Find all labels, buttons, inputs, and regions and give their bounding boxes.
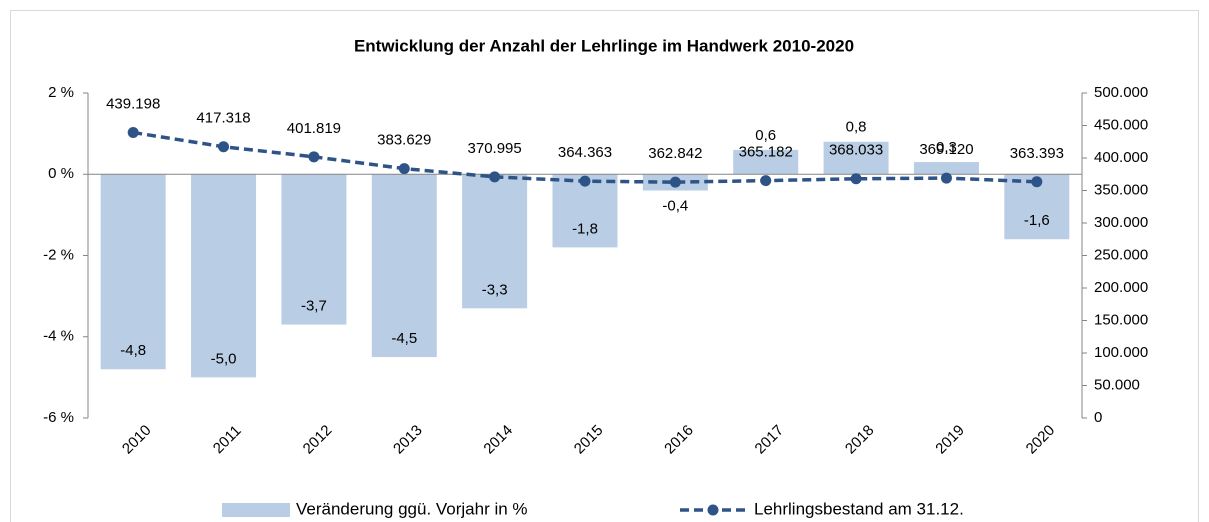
bar bbox=[823, 141, 889, 175]
bar-value-label: -5,0 bbox=[211, 350, 237, 367]
y2-tick-label: 300.000 bbox=[1094, 214, 1148, 231]
x-tick-label: 2014 bbox=[480, 422, 516, 458]
bar bbox=[733, 149, 799, 175]
line-marker bbox=[940, 172, 952, 184]
bar-value-label: 0,3 bbox=[936, 139, 957, 156]
y2-tick-label: 350.000 bbox=[1094, 181, 1148, 198]
y-tick-label: -6 % bbox=[43, 409, 74, 426]
x-tick-label: 2017 bbox=[752, 422, 788, 458]
line-value-label: 365.182 bbox=[739, 144, 793, 161]
x-tick-label: 2010 bbox=[119, 422, 155, 458]
x-tick-label: 2019 bbox=[932, 422, 968, 458]
y2-tick-label: 100.000 bbox=[1094, 344, 1148, 361]
line-value-label: 369.120 bbox=[919, 141, 973, 158]
legend-label: Veränderung ggü. Vorjahr in % bbox=[296, 499, 528, 518]
line-marker bbox=[850, 173, 862, 185]
bar bbox=[462, 174, 528, 309]
y2-tick-label: 400.000 bbox=[1094, 149, 1148, 166]
x-tick-label: 2012 bbox=[300, 422, 336, 458]
bar-value-label: 0,8 bbox=[846, 119, 867, 136]
line-marker bbox=[760, 175, 772, 187]
bar bbox=[371, 174, 437, 358]
bar-value-label: -0,4 bbox=[662, 197, 688, 214]
line-marker bbox=[489, 171, 501, 183]
line-value-label: 401.819 bbox=[287, 120, 341, 137]
y-tick-label: -4 % bbox=[43, 328, 74, 345]
bar bbox=[191, 174, 257, 378]
line-marker bbox=[398, 163, 410, 175]
bar bbox=[100, 174, 166, 370]
y2-tick-label: 50.000 bbox=[1094, 376, 1140, 393]
line-marker bbox=[1031, 176, 1043, 188]
y2-tick-label: 500.000 bbox=[1094, 84, 1148, 101]
line-value-label: 362.842 bbox=[648, 145, 702, 162]
bar bbox=[913, 162, 979, 175]
x-tick-label: 2011 bbox=[210, 422, 245, 457]
bar-value-label: -3,7 bbox=[301, 298, 327, 315]
line-marker bbox=[579, 175, 591, 187]
y2-tick-label: 200.000 bbox=[1094, 279, 1148, 296]
chart-title: Entwicklung der Anzahl der Lehrlinge im … bbox=[354, 36, 854, 55]
x-tick-label: 2013 bbox=[390, 422, 426, 458]
legend-label: Lehrlingsbestand am 31.12. bbox=[754, 499, 964, 518]
line-value-label: 383.629 bbox=[377, 132, 431, 149]
y-tick-label: -2 % bbox=[43, 246, 74, 263]
bar-value-label: -3,3 bbox=[482, 281, 508, 298]
bar-value-label: -1,6 bbox=[1024, 212, 1050, 229]
line-value-label: 439.198 bbox=[106, 95, 160, 112]
chart-frame bbox=[10, 10, 1199, 522]
bar-value-label: 0,6 bbox=[755, 127, 776, 144]
line-marker bbox=[218, 141, 230, 153]
line-marker bbox=[308, 151, 320, 163]
line-value-label: 368.033 bbox=[829, 142, 883, 159]
line-value-label: 363.393 bbox=[1010, 145, 1064, 162]
x-tick-label: 2015 bbox=[571, 422, 607, 458]
y2-tick-label: 450.000 bbox=[1094, 116, 1148, 133]
y-tick-label: 0 % bbox=[48, 165, 74, 182]
x-tick-label: 2018 bbox=[842, 422, 878, 458]
bar bbox=[281, 174, 347, 325]
line-marker bbox=[669, 176, 681, 188]
bar-value-label: -1,8 bbox=[572, 220, 598, 237]
bar-value-label: -4,8 bbox=[120, 342, 146, 359]
line-value-label: 364.363 bbox=[558, 144, 612, 161]
legend-marker bbox=[707, 504, 719, 516]
y2-tick-label: 0 bbox=[1094, 409, 1102, 426]
y2-tick-label: 150.000 bbox=[1094, 311, 1148, 328]
y-tick-label: 2 % bbox=[48, 84, 74, 101]
line-value-label: 417.318 bbox=[196, 110, 250, 127]
line-marker bbox=[127, 127, 139, 139]
y2-tick-label: 250.000 bbox=[1094, 246, 1148, 263]
legend-swatch bbox=[222, 503, 290, 517]
line-value-label: 370.995 bbox=[468, 140, 522, 157]
x-tick-label: 2020 bbox=[1023, 422, 1059, 458]
bar-value-label: -4,5 bbox=[391, 330, 417, 347]
x-tick-label: 2016 bbox=[661, 422, 697, 458]
